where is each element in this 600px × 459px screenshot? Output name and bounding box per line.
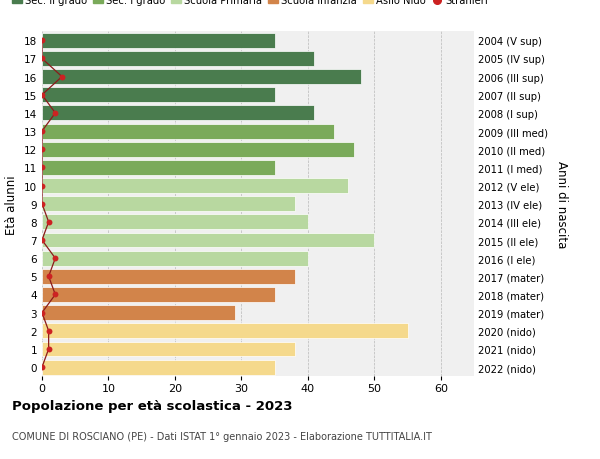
Bar (42, 88, 275, 103)
Bar (42, 360, 275, 375)
Point (37, 128, 47, 135)
Bar (42, 306, 235, 320)
Bar (42, 70, 361, 85)
Point (37, 237, 47, 244)
Bar (42, 233, 374, 248)
Point (50, 110, 60, 118)
Bar (42, 215, 308, 230)
Bar (42, 269, 295, 284)
Bar (42, 251, 308, 266)
Point (37, 364, 47, 371)
Point (44, 327, 53, 335)
Bar (42, 197, 295, 212)
Bar (42, 142, 355, 157)
Point (44, 273, 53, 280)
Point (50, 255, 60, 262)
Bar (42, 106, 314, 121)
Point (37, 201, 47, 208)
Bar (42, 324, 407, 339)
Y-axis label: Anni di nascita: Anni di nascita (554, 161, 568, 248)
Bar (42, 161, 275, 175)
Bar (42, 124, 334, 139)
Bar (42, 52, 314, 67)
Point (37, 183, 47, 190)
Bar (42, 287, 275, 302)
Point (37, 92, 47, 99)
Legend: Sec. II grado, Sec. I grado, Scuola Primaria, Scuola Infanzia, Asilo Nido, Stran: Sec. II grado, Sec. I grado, Scuola Prim… (8, 0, 492, 11)
Y-axis label: Età alunni: Età alunni (5, 174, 19, 234)
Bar (42, 179, 348, 194)
Point (50, 291, 60, 298)
Text: COMUNE DI ROSCIANO (PE) - Dati ISTAT 1° gennaio 2023 - Elaborazione TUTTITALIA.I: COMUNE DI ROSCIANO (PE) - Dati ISTAT 1° … (12, 431, 432, 442)
Bar (42, 342, 295, 357)
Point (57, 74, 67, 81)
Point (44, 346, 53, 353)
Point (37, 164, 47, 172)
Point (37, 56, 47, 63)
Bar (42, 34, 275, 49)
Point (37, 38, 47, 45)
Point (44, 218, 53, 226)
Point (37, 146, 47, 154)
Point (37, 309, 47, 317)
Text: Popolazione per età scolastica - 2023: Popolazione per età scolastica - 2023 (12, 399, 293, 412)
